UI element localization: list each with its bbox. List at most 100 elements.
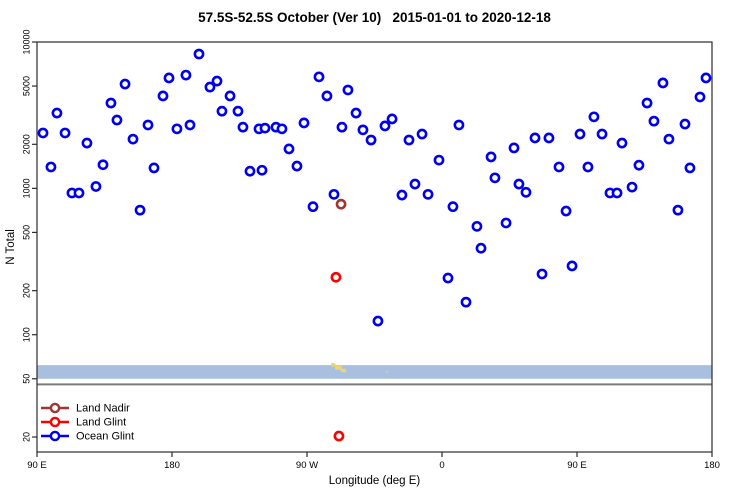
data-point-ocean-glint (216, 105, 228, 117)
land-patch (335, 365, 342, 370)
data-point-ocean-glint (81, 137, 93, 149)
data-point-ocean-glint (386, 113, 398, 125)
data-point-ocean-glint (171, 123, 183, 135)
data-point-ocean-glint (97, 159, 109, 171)
y-tick-label: 5000 (21, 76, 31, 96)
data-point-land-glint (330, 271, 342, 283)
data-point-ocean-glint (321, 90, 333, 102)
data-point-ocean-glint (663, 133, 675, 145)
data-point-ocean-glint (142, 119, 154, 131)
legend-item: Land Glint (41, 417, 126, 429)
data-point-ocean-glint (475, 242, 487, 254)
data-point-ocean-glint (148, 162, 160, 174)
x-tick-label: 90 W (296, 460, 318, 471)
data-point-ocean-glint (566, 260, 578, 272)
axis-ticks: 20 50 100 200 500 1000 2000 5000 10000 90 E 180 90 … (21, 29, 720, 471)
data-point-ocean-glint (679, 118, 691, 130)
strip-border-line (37, 383, 712, 386)
y-tick-label: 500 (21, 225, 31, 240)
data-point-ocean-glint (105, 97, 117, 109)
legend-label: Land Nadir (76, 403, 130, 415)
data-point-ocean-glint (513, 178, 525, 190)
data-point-ocean-glint (372, 315, 384, 327)
data-point-ocean-glint (224, 90, 236, 102)
data-point-ocean-glint (37, 127, 49, 139)
data-point-ocean-glint (180, 69, 192, 81)
data-point-ocean-glint (616, 137, 628, 149)
data-point-ocean-glint (313, 71, 325, 83)
data-point-ocean-glint (45, 161, 57, 173)
land-patch (344, 370, 347, 373)
data-point-ocean-glint (365, 134, 377, 146)
legend-item: Land Nadir (41, 403, 130, 415)
data-point-ocean-glint (641, 97, 653, 109)
y-tick-label: 50 (21, 374, 31, 384)
y-tick-label: 2000 (21, 134, 31, 154)
data-point-ocean-glint (574, 128, 586, 140)
data-point-ocean-glint (193, 48, 205, 60)
x-tick-label: 180 (704, 460, 720, 471)
data-point-ocean-glint (485, 151, 497, 163)
data-point-ocean-glint (460, 296, 472, 308)
data-point-ocean-glint (471, 220, 483, 232)
data-point-ocean-glint (403, 134, 415, 146)
data-point-ocean-glint (422, 188, 434, 200)
data-point-ocean-glint (657, 77, 669, 89)
y-tick-label: 20 (21, 432, 31, 442)
data-point-land-nadir (335, 198, 347, 210)
data-point-ocean-glint (626, 181, 638, 193)
data-point-ocean-glint (453, 119, 465, 131)
data-point-ocean-glint (119, 78, 131, 90)
data-point-ocean-glint (291, 160, 303, 172)
data-point-ocean-glint (694, 91, 706, 103)
data-point-ocean-glint (51, 107, 63, 119)
data-point-ocean-glint (633, 159, 645, 171)
data-point-ocean-glint (307, 201, 319, 213)
map-strip-band (37, 363, 712, 386)
data-point-ocean-glint (244, 165, 256, 177)
plot-border (36, 41, 713, 453)
data-point-ocean-glint (409, 178, 421, 190)
data-point-ocean-glint (700, 72, 712, 84)
x-axis-title: Longitude (deg E) (328, 475, 421, 487)
data-point-ocean-glint (111, 114, 123, 126)
data-point-ocean-glint (553, 161, 565, 173)
data-point-ocean-glint (357, 124, 369, 136)
data-point-ocean-glint (298, 117, 310, 129)
data-point-ocean-glint (672, 204, 684, 216)
data-point-ocean-glint (204, 81, 216, 93)
chart-title: 57.5S-52.5S October (Ver 10) 2015-01-01 … (198, 10, 551, 25)
data-point-ocean-glint (59, 127, 71, 139)
x-tick-label: 0 (439, 460, 444, 471)
data-point-ocean-glint (588, 111, 600, 123)
data-point-ocean-glint (157, 90, 169, 102)
data-point-ocean-glint (283, 143, 295, 155)
data-point-ocean-glint (442, 272, 454, 284)
data-points (37, 48, 712, 442)
data-point-ocean-glint (500, 217, 512, 229)
data-point-ocean-glint (520, 186, 532, 198)
data-point-ocean-glint (73, 187, 85, 199)
data-point-ocean-glint (447, 201, 459, 213)
land-patch (386, 370, 388, 373)
data-point-ocean-glint (232, 105, 244, 117)
x-tick-label: 90 E (27, 460, 47, 471)
data-point-ocean-glint (184, 119, 196, 131)
data-point-ocean-glint (259, 122, 271, 134)
data-point-ocean-glint (350, 107, 362, 119)
data-point-ocean-glint (416, 128, 428, 140)
legend: Land Nadir Land Glint Ocean Glint (41, 403, 134, 443)
land-patch (331, 363, 336, 367)
legend-label: Land Glint (76, 417, 126, 429)
data-point-ocean-glint (560, 205, 572, 217)
data-point-ocean-glint (134, 204, 146, 216)
data-point-ocean-glint (596, 128, 608, 140)
data-point-ocean-glint (328, 188, 340, 200)
map-strip (37, 365, 712, 379)
data-point-ocean-glint (237, 121, 249, 133)
data-point-ocean-glint (508, 142, 520, 154)
data-point-ocean-glint (127, 133, 139, 145)
legend-symbol (49, 402, 61, 414)
